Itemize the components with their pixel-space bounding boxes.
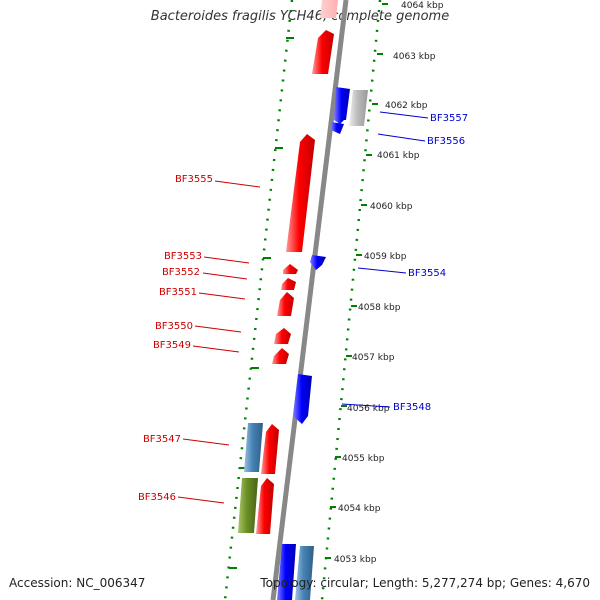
feature-BF3549[interactable] [272, 348, 289, 364]
scale-tick-label: 4055 kbp [342, 454, 385, 464]
feature-forward-top[interactable] [312, 30, 334, 74]
scale-tick-label: 4060 kbp [370, 202, 413, 212]
scale-tick: 4063 kbp [377, 52, 436, 62]
inner-tick-ring [223, 0, 294, 600]
gene-labels: BF3557 BF3556 BF3555 BF3554 BF3553 BF355… [138, 113, 468, 503]
feature-BF3552[interactable] [281, 278, 296, 290]
scale-tick-label: 4064 kbp [401, 1, 444, 11]
gene-label-BF3555[interactable]: BF3555 [175, 174, 213, 185]
feature-BF3553[interactable] [283, 264, 298, 274]
scale-tick: 4061 kbp [366, 151, 420, 161]
feature-BF3547[interactable] [261, 424, 279, 474]
scale-tick: 4053 kbp [325, 555, 377, 565]
scale-tick-label: 4061 kbp [377, 151, 420, 161]
gene-label-BF3557[interactable]: BF3557 [430, 113, 468, 124]
feature-bottom-steel[interactable] [295, 546, 314, 600]
scale-ticks: 4064 kbp 4063 kbp 4062 kbp 4061 kbp 4060… [325, 1, 444, 565]
feature-bottom-blue[interactable] [277, 544, 296, 600]
feature-BF3546-other[interactable] [238, 478, 258, 533]
gene-label-BF3556[interactable]: BF3556 [427, 136, 465, 147]
label-leaders [177, 111, 429, 504]
feature-BF3546[interactable] [256, 478, 274, 534]
feature-BF3547-rna[interactable] [244, 423, 263, 472]
gene-label-BF3553[interactable]: BF3553 [164, 251, 202, 262]
gene-label-BF3550[interactable]: BF3550 [155, 321, 193, 332]
genome-summary: Topology: circular; Length: 5,277,274 bp… [260, 576, 590, 590]
scale-tick: 4060 kbp [361, 202, 413, 212]
gene-label-BF3554[interactable]: BF3554 [408, 268, 446, 279]
feature-BF3550[interactable] [274, 328, 291, 344]
scale-tick-label: 4062 kbp [385, 101, 428, 111]
feature-BF3554[interactable] [310, 255, 326, 270]
gene-label-BF3548[interactable]: BF3548 [393, 402, 431, 413]
inner-major-ticks [229, 37, 294, 569]
scale-tick: 4058 kbp [351, 303, 401, 313]
feature-BF3556[interactable] [349, 90, 368, 126]
scale-tick-label: 4059 kbp [364, 252, 407, 262]
scale-tick: 4064 kbp [382, 1, 444, 11]
features [238, 0, 368, 600]
outer-tick-ring [320, 0, 382, 600]
gene-label-BF3546[interactable]: BF3546 [138, 492, 176, 503]
scale-tick: 4055 kbp [335, 454, 385, 464]
feature-BF3555[interactable] [286, 134, 315, 252]
feature-BF3551[interactable] [277, 292, 294, 316]
scale-tick-label: 4056 kbp [347, 404, 390, 414]
scale-tick: 4059 kbp [356, 252, 407, 262]
scale-tick: 4056 kbp [341, 404, 390, 414]
scale-tick-label: 4063 kbp [393, 52, 436, 62]
accession-label: Accession: NC_006347 [9, 576, 146, 590]
scale-tick: 4054 kbp [330, 504, 381, 514]
scale-tick: 4062 kbp [372, 101, 428, 111]
gene-label-BF3547[interactable]: BF3547 [143, 434, 181, 445]
scale-tick-label: 4057 kbp [352, 353, 395, 363]
gene-label-BF3552[interactable]: BF3552 [162, 267, 200, 278]
map-title: Bacteroides fragilis YCH46, complete gen… [150, 9, 450, 24]
genome-backbone [270, 0, 349, 600]
scale-tick: 4057 kbp [346, 353, 395, 363]
scale-tick-label: 4054 kbp [338, 504, 381, 514]
scale-tick-label: 4058 kbp [358, 303, 401, 313]
gene-label-BF3551[interactable]: BF3551 [159, 287, 197, 298]
scale-tick-label: 4053 kbp [334, 555, 377, 565]
gene-label-BF3549[interactable]: BF3549 [153, 340, 191, 351]
feature-BF3548[interactable] [293, 374, 312, 424]
feature-BF3557-head[interactable] [331, 122, 344, 134]
feature-BF3557[interactable] [334, 87, 350, 124]
feature-pink-fragment[interactable] [320, 0, 338, 18]
